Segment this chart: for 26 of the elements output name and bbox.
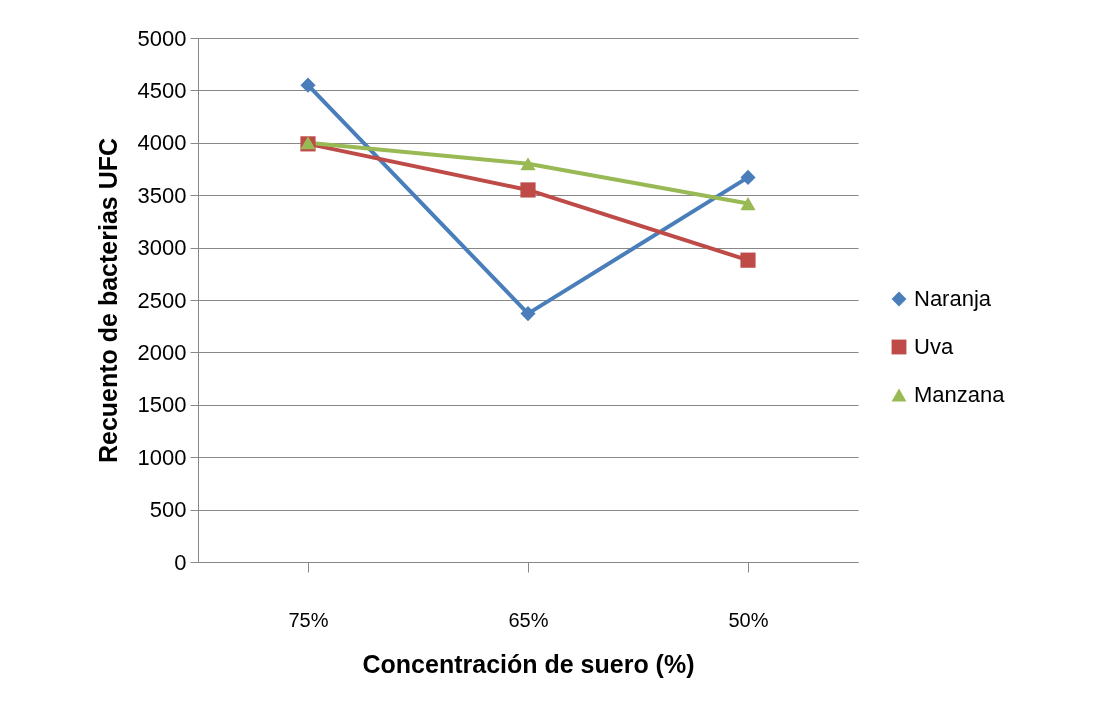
legend-label: Uva: [914, 334, 954, 359]
legend-label: Manzana: [914, 382, 1006, 407]
y-tick-label: 5000: [137, 25, 187, 51]
point: [520, 157, 536, 171]
y-tick-label: 3500: [137, 182, 187, 208]
point: [520, 306, 536, 322]
x-tick-label: 65%: [508, 608, 549, 631]
y-tick-label: 2500: [137, 287, 187, 313]
y-tick-label: 4500: [137, 77, 187, 103]
y-tick-label: 2000: [137, 339, 187, 365]
y-tick-label: 1000: [137, 444, 187, 470]
point: [740, 197, 756, 211]
point: [520, 182, 536, 198]
y-tick-label: 500: [149, 497, 187, 523]
y-tick-label: 0: [174, 549, 187, 575]
point: [740, 169, 756, 185]
y-axis-title: Recuento de bacterias UFC: [93, 137, 122, 464]
point: [300, 77, 316, 93]
y-tick-label: 3000: [137, 235, 187, 261]
y-tick-label: 1500: [137, 392, 187, 418]
x-tick-label: 75%: [288, 608, 329, 631]
x-tick-label: 50%: [728, 608, 769, 631]
legend-label: Naranja: [914, 286, 992, 311]
y-tick-label: 4000: [137, 130, 187, 156]
point: [740, 252, 756, 268]
x-axis-title: Concentración de suero (%): [362, 649, 695, 678]
